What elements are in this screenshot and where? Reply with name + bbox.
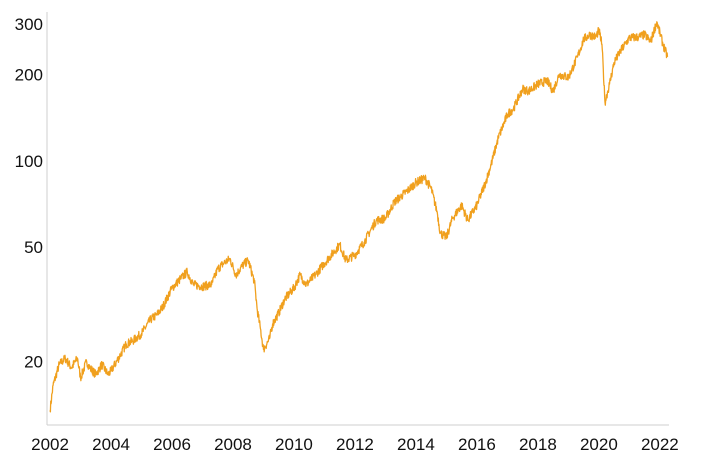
- y-tick-label: 50: [24, 238, 43, 257]
- x-tick-label: 2010: [275, 435, 313, 454]
- y-tick-label: 20: [24, 352, 43, 371]
- y-tick-labels: 20 50 100 200 300: [15, 15, 43, 371]
- x-tick-label: 2014: [397, 435, 435, 454]
- series-line: [49, 21, 669, 413]
- y-tick-label: 200: [15, 65, 43, 84]
- x-tick-label: 2006: [153, 435, 191, 454]
- x-tick-labels: 2002 2004 2006 2008 2010 2012 2014 2016 2018 2020…: [31, 435, 679, 454]
- x-tick-label: 2016: [458, 435, 496, 454]
- x-tick-label: 2022: [641, 435, 679, 454]
- x-tick-label: 2008: [214, 435, 252, 454]
- x-tick-label: 2012: [336, 435, 374, 454]
- x-tick-label: 2002: [31, 435, 69, 454]
- y-tick-label: 300: [15, 15, 43, 34]
- y-tick-label: 100: [15, 152, 43, 171]
- x-tick-label: 2004: [92, 435, 130, 454]
- x-tick-label: 2018: [519, 435, 557, 454]
- x-tick-label: 2020: [580, 435, 618, 454]
- series-lines: [49, 21, 669, 413]
